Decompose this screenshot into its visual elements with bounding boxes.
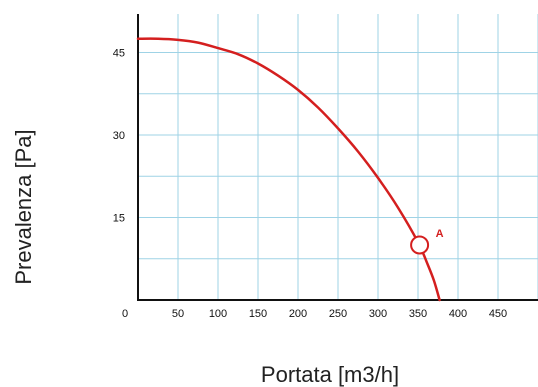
x-tick-label: 300 [369, 308, 387, 320]
x-axis-title: Portata [m3/h] [261, 362, 399, 387]
x-tick-label: 200 [289, 308, 307, 320]
axes [137, 14, 538, 301]
x-tick-label: 150 [249, 308, 267, 320]
x-tick-label: 50 [172, 308, 184, 320]
x-tick-label: 0 [122, 308, 128, 320]
x-tick-label: 400 [449, 308, 467, 320]
y-tick-label: 15 [113, 213, 125, 225]
y-tick-labels: 15 30 45 [113, 48, 125, 225]
x-tick-label: 250 [329, 308, 347, 320]
annotation-layer: A [410, 228, 444, 255]
series-line [136, 37, 441, 302]
series-layer [136, 37, 441, 302]
operating-point-label: A [436, 228, 444, 240]
y-axis-title: Prevalenza [Pa] [11, 129, 36, 284]
x-tick-label: 350 [409, 308, 427, 320]
x-tick-label: 450 [489, 308, 507, 320]
grid [138, 14, 538, 300]
y-tick-label: 45 [113, 48, 125, 60]
y-tick-label: 30 [113, 130, 125, 142]
x-tick-labels: 0 50 100 150 200 250 300 350 400 450 [122, 308, 507, 320]
operating-point-marker [410, 235, 430, 255]
x-tick-label: 100 [209, 308, 227, 320]
